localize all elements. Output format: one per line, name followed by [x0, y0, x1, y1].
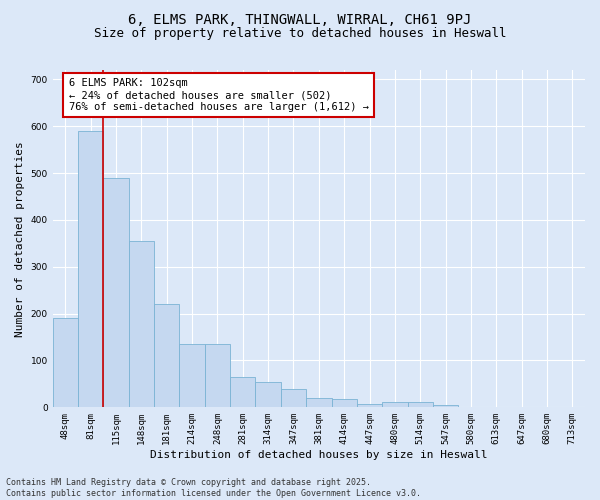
Text: 6 ELMS PARK: 102sqm
← 24% of detached houses are smaller (502)
76% of semi-detac: 6 ELMS PARK: 102sqm ← 24% of detached ho…: [68, 78, 368, 112]
Text: Size of property relative to detached houses in Heswall: Size of property relative to detached ho…: [94, 28, 506, 40]
Bar: [433, 405, 458, 407]
Bar: [382, 402, 407, 407]
Bar: [53, 318, 78, 408]
Bar: [154, 304, 179, 408]
Bar: [103, 178, 129, 408]
Text: Contains HM Land Registry data © Crown copyright and database right 2025.
Contai: Contains HM Land Registry data © Crown c…: [6, 478, 421, 498]
Y-axis label: Number of detached properties: Number of detached properties: [15, 141, 25, 336]
Text: 6, ELMS PARK, THINGWALL, WIRRAL, CH61 9PJ: 6, ELMS PARK, THINGWALL, WIRRAL, CH61 9P…: [128, 12, 472, 26]
Bar: [179, 344, 205, 408]
Bar: [281, 388, 306, 407]
Bar: [205, 344, 230, 408]
Bar: [407, 402, 433, 407]
Bar: [78, 131, 103, 407]
X-axis label: Distribution of detached houses by size in Heswall: Distribution of detached houses by size …: [150, 450, 488, 460]
Bar: [332, 399, 357, 407]
Bar: [357, 404, 382, 407]
Bar: [230, 377, 256, 408]
Bar: [129, 241, 154, 408]
Bar: [256, 382, 281, 407]
Bar: [306, 398, 332, 407]
